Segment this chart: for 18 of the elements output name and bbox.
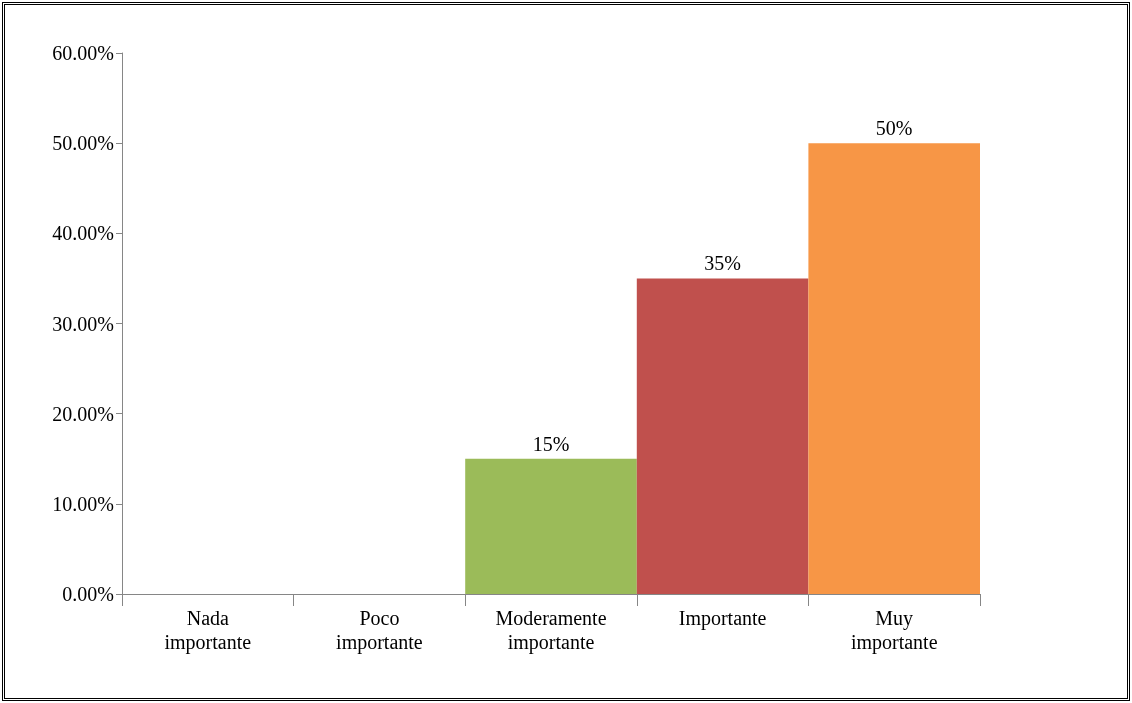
y-tick-label: 10.00%	[52, 492, 114, 515]
x-tick-label: Importante	[678, 607, 767, 630]
x-tick-label: Nada importante	[164, 607, 252, 654]
y-tick-label: 50.00%	[52, 132, 114, 155]
bar	[465, 458, 637, 594]
y-tick-label: 0.00%	[62, 583, 114, 605]
data-label: 15%	[532, 432, 570, 455]
y-tick-label: 30.00%	[52, 312, 114, 335]
bar	[808, 143, 980, 594]
x-tick-label: Poco importante	[336, 607, 423, 654]
y-tick-label: 20.00%	[52, 402, 114, 425]
y-tick-label: 60.00%	[52, 42, 114, 64]
data-label: 35%	[704, 252, 741, 275]
bar	[636, 278, 809, 594]
data-label: 50%	[875, 117, 913, 140]
x-tick-label: Muy importante	[850, 607, 938, 654]
x-tick-label: Moderamente importante	[495, 607, 607, 654]
y-tick-label: 40.00%	[52, 222, 114, 245]
